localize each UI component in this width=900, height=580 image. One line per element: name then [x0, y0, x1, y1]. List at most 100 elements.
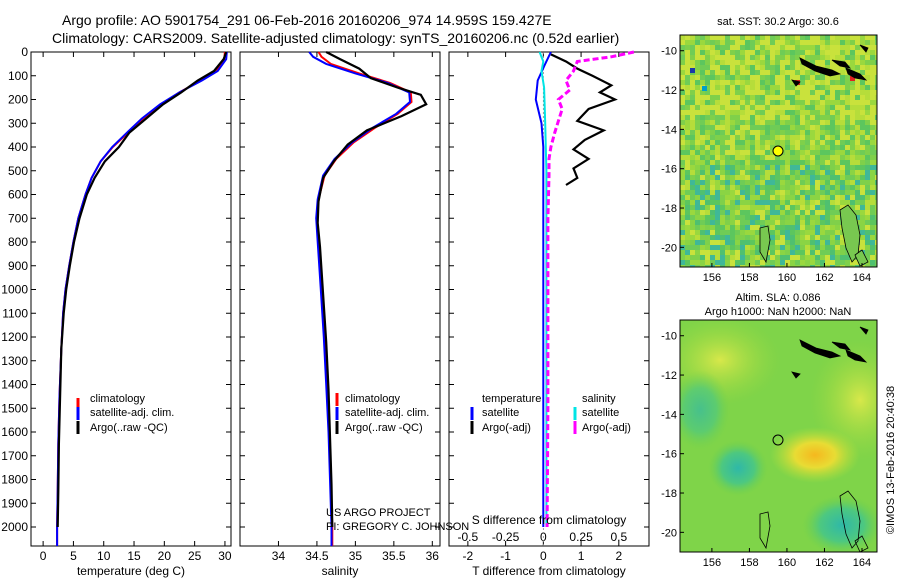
sst-cell — [685, 60, 690, 65]
sst-cell — [800, 140, 805, 145]
sst-cell — [870, 115, 875, 120]
sst-cell — [795, 40, 800, 45]
sst-cell — [850, 175, 855, 180]
sst-cell — [710, 145, 715, 150]
sst-cell — [820, 245, 825, 250]
sst-cell — [850, 150, 855, 155]
sst-cell — [815, 35, 820, 40]
sst-cell — [795, 135, 800, 140]
sst-cell — [765, 100, 770, 105]
sst-cell — [780, 255, 785, 260]
x-tick-label-salinity: 0.25 — [569, 530, 593, 544]
sst-cell — [785, 195, 790, 200]
sst-cell — [815, 160, 820, 165]
sst-cell — [770, 165, 775, 170]
sst-cell — [710, 230, 715, 235]
sst-cell — [775, 100, 780, 105]
sst-cell — [825, 55, 830, 60]
sst-cell — [840, 65, 845, 70]
sst-cell — [740, 265, 745, 267]
sst-cell — [875, 250, 877, 255]
sst-cell — [830, 225, 835, 230]
sst-cell — [835, 170, 840, 175]
sst-cell — [835, 125, 840, 130]
sst-cell — [820, 230, 825, 235]
sst-cell — [870, 230, 875, 235]
sst-cell — [720, 90, 725, 95]
sst-cell — [800, 70, 805, 75]
sst-cell — [765, 55, 770, 60]
sst-cell — [745, 60, 750, 65]
sst-cell — [755, 190, 760, 195]
sst-cell — [790, 115, 795, 120]
sst-cell — [695, 50, 700, 55]
sst-cell — [680, 200, 685, 205]
sst-cell — [705, 125, 710, 130]
sst-cell — [690, 85, 695, 90]
sst-cell — [770, 130, 775, 135]
sst-cell — [785, 215, 790, 220]
sst-cell — [840, 165, 845, 170]
sst-cell — [745, 140, 750, 145]
sst-cell — [770, 260, 775, 265]
sst-cell — [790, 195, 795, 200]
sst-cell — [830, 265, 835, 267]
sst-cell — [695, 200, 700, 205]
sst-cell — [690, 180, 695, 185]
sst-cell — [730, 115, 735, 120]
sst-cell — [680, 125, 685, 130]
sst-cell — [800, 160, 805, 165]
map-y-tick-label: -18 — [661, 488, 677, 500]
sst-cell — [720, 110, 725, 115]
sst-cell — [855, 210, 860, 215]
sst-cell — [725, 90, 730, 95]
x-tick-label: 36 — [426, 549, 440, 563]
sst-cell — [785, 160, 790, 165]
sst-cell — [740, 120, 745, 125]
sst-cell — [870, 155, 875, 160]
sst-cell — [870, 185, 875, 190]
sst-cell — [705, 165, 710, 170]
sst-cell — [755, 220, 760, 225]
sst-cell — [685, 145, 690, 150]
sst-cell — [830, 60, 835, 65]
sst-cell — [745, 70, 750, 75]
sst-cell — [750, 200, 755, 205]
sst-cell — [740, 105, 745, 110]
sst-cell — [695, 180, 700, 185]
sst-cell — [700, 170, 705, 175]
sst-cell — [830, 155, 835, 160]
sst-cell — [690, 90, 695, 95]
sst-cell — [740, 65, 745, 70]
sst-cell — [795, 145, 800, 150]
sst-cell — [850, 140, 855, 145]
sst-cell — [775, 130, 780, 135]
sst-cell — [775, 205, 780, 210]
sst-cell — [680, 205, 685, 210]
sst-cell — [725, 240, 730, 245]
sst-cell — [720, 95, 725, 100]
sst-cell — [700, 195, 705, 200]
sst-cell — [755, 160, 760, 165]
sst-cell — [865, 245, 870, 250]
sst-cell — [800, 260, 805, 265]
sst-cell — [735, 115, 740, 120]
sst-cell — [760, 75, 765, 80]
sst-cell — [865, 95, 870, 100]
sst-cell — [800, 195, 805, 200]
sst-cell — [775, 45, 780, 50]
sst-cell — [705, 60, 710, 65]
sst-cell — [865, 235, 870, 240]
sst-cell — [835, 205, 840, 210]
sst-cell — [770, 205, 775, 210]
sst-cell — [810, 120, 815, 125]
sst-cell — [805, 115, 810, 120]
sst-cell — [770, 230, 775, 235]
sst-cell — [855, 150, 860, 155]
map-x-tick-label: 162 — [815, 272, 833, 284]
sst-cell — [760, 185, 765, 190]
sst-cell — [835, 235, 840, 240]
sst-cell — [875, 210, 877, 215]
sst-cell — [760, 50, 765, 55]
sst-cell — [745, 85, 750, 90]
